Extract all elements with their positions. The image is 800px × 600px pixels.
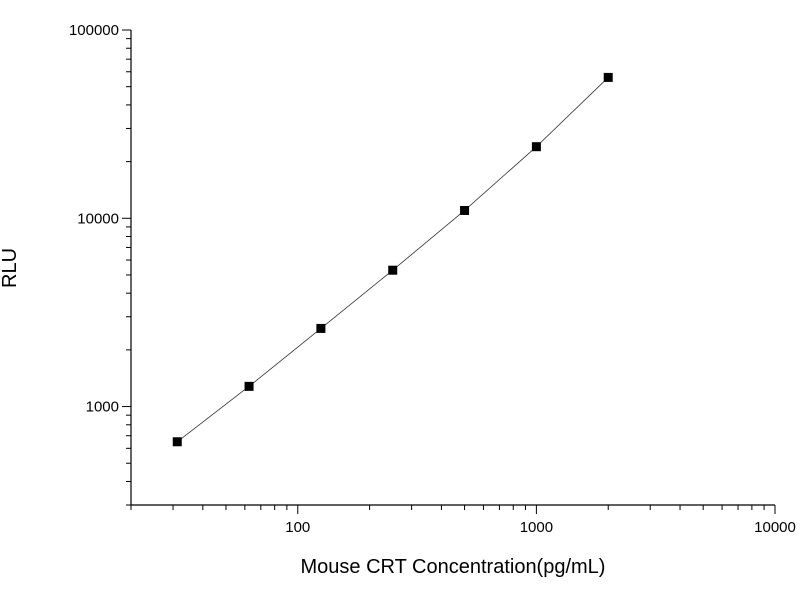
plot-frame <box>130 30 775 506</box>
data-point <box>244 381 254 391</box>
data-point <box>603 72 613 82</box>
data-point <box>172 437 182 447</box>
y-axis: 1000 10000 100000 <box>69 22 131 506</box>
y-axis-title: RLU <box>0 248 21 288</box>
data-point <box>531 142 541 152</box>
y-tick-label: 10000 <box>77 210 119 227</box>
x-tick-label: 1000 <box>520 519 553 536</box>
y-tick-label: 1000 <box>86 399 119 416</box>
x-tick-label: 100 <box>285 519 310 536</box>
data-point <box>316 323 326 333</box>
series-layer <box>172 72 613 447</box>
x-tick-label: 10000 <box>754 519 796 536</box>
series-line <box>177 77 609 443</box>
x-axis-title: Mouse CRT Concentration(pg/mL) <box>301 556 606 578</box>
y-tick-label: 100000 <box>69 22 119 39</box>
data-point <box>388 265 398 275</box>
data-point <box>460 205 470 215</box>
x-axis: 100 1000 10000 <box>130 505 796 536</box>
